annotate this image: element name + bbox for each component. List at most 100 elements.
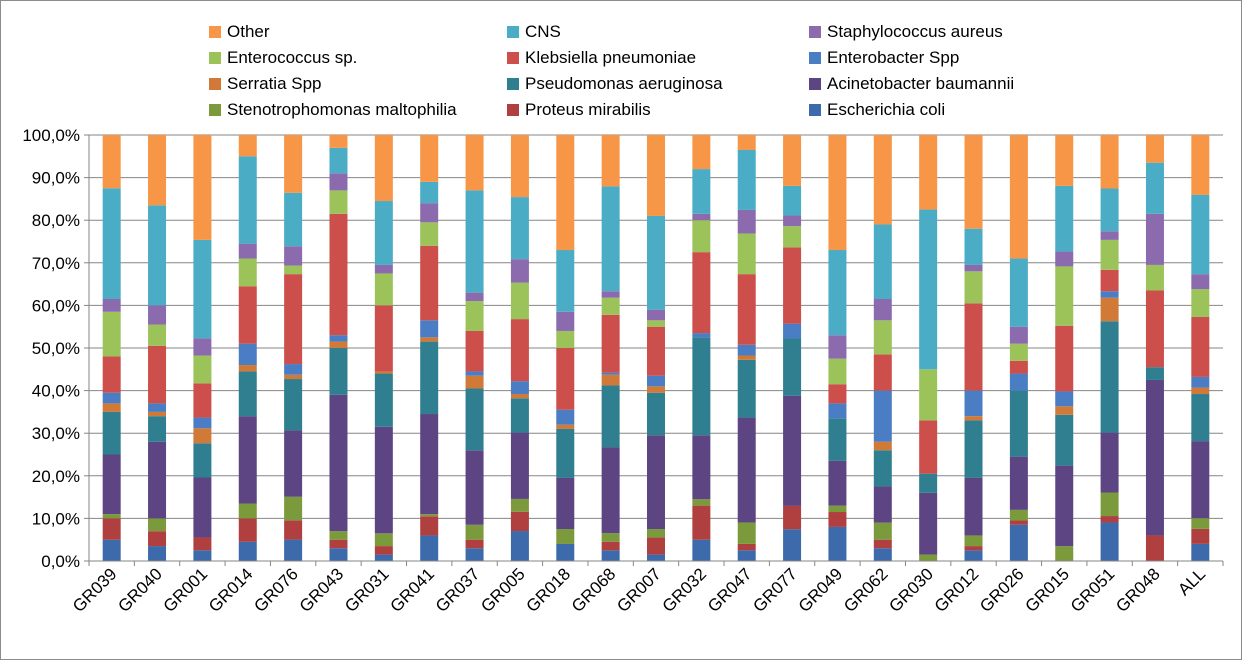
- bar-segment: [647, 386, 665, 393]
- bar-segment: [374, 554, 393, 561]
- y-tick-label: 40,0%: [32, 382, 80, 401]
- bar-segment: [102, 514, 121, 519]
- bar-segment: [102, 299, 121, 312]
- y-tick-label: 100,0%: [22, 126, 80, 145]
- bar-stack-gr068: [601, 135, 620, 561]
- legend-swatch: [209, 78, 221, 90]
- bar-segment: [828, 418, 847, 461]
- bar-segment: [1009, 509, 1028, 521]
- bar-segment: [964, 271, 983, 304]
- bar-segment: [964, 477, 983, 536]
- bar-segment: [510, 531, 529, 561]
- bar-segment: [1100, 321, 1119, 433]
- bar-segment: [193, 383, 212, 418]
- bar-segment: [1009, 524, 1028, 561]
- legend-label: Serratia Spp: [227, 74, 322, 93]
- bar-segment: [374, 264, 393, 274]
- bar-segment: [510, 381, 529, 395]
- legend-label: Proteus mirabilis: [525, 100, 651, 119]
- bar-segment: [1145, 135, 1164, 163]
- legend-item: Proteus mirabilis: [507, 98, 651, 122]
- x-tick-label: GR014: [205, 564, 257, 616]
- bar-segment: [828, 460, 847, 506]
- bar-segment: [1009, 373, 1028, 391]
- x-tick-label: GR040: [114, 564, 166, 616]
- x-tick-label: GR012: [931, 564, 983, 616]
- bar-segment: [1055, 391, 1074, 407]
- bar-segment: [193, 135, 212, 240]
- bar-segment: [692, 169, 711, 214]
- bar-segment: [1145, 367, 1164, 380]
- legend-item: Serratia Spp: [209, 72, 322, 96]
- bar-segment: [102, 392, 121, 404]
- legend-item: Escherichia coli: [809, 98, 945, 122]
- bar-segment: [692, 499, 711, 506]
- bar-segment: [284, 539, 303, 561]
- x-tick-label: GR049: [795, 564, 847, 616]
- bar-segment: [1055, 325, 1074, 392]
- bar-segment: [102, 403, 121, 412]
- bar-segment: [329, 190, 348, 214]
- bar-segment: [964, 135, 983, 229]
- bar-segment: [1055, 546, 1074, 561]
- bar-segment: [148, 411, 167, 417]
- bar-stack-gr051: [1100, 135, 1119, 561]
- bar-segment: [1100, 522, 1119, 561]
- bar-segment: [783, 323, 802, 339]
- bar-segment: [238, 258, 257, 287]
- x-tick-label: GR062: [840, 564, 892, 616]
- bars: [102, 135, 1210, 561]
- bar-segment: [102, 454, 121, 515]
- bar-stack-gr076: [284, 135, 303, 561]
- x-tick-label: GR051: [1067, 564, 1119, 616]
- bar-segment: [420, 514, 439, 517]
- x-tick-label: GR077: [749, 564, 801, 616]
- bar-segment: [919, 135, 938, 210]
- x-tick-label: GR026: [976, 564, 1028, 616]
- legend-item: Enterococcus sp.: [209, 46, 357, 70]
- bar-segment: [148, 345, 167, 404]
- y-tick-label: 30,0%: [32, 424, 80, 443]
- bar-segment: [1191, 316, 1210, 377]
- bar-segment: [783, 226, 802, 248]
- bar-segment: [420, 181, 439, 204]
- bar-segment: [148, 135, 167, 206]
- bar-segment: [510, 394, 529, 399]
- bar-segment: [102, 411, 121, 455]
- bar-segment: [238, 365, 257, 372]
- bar-segment: [420, 337, 439, 342]
- bar-segment: [737, 543, 756, 551]
- bar-segment: [737, 344, 756, 356]
- bar-segment: [148, 324, 167, 346]
- bar-segment: [374, 371, 393, 374]
- bar-segment: [329, 173, 348, 191]
- bar-segment: [238, 286, 257, 344]
- bar-segment: [1009, 520, 1028, 525]
- bar-segment: [556, 424, 575, 429]
- bar-segment: [828, 358, 847, 385]
- bar-segment: [1191, 394, 1210, 442]
- bar-segment: [1100, 231, 1119, 240]
- bar-segment: [556, 348, 575, 410]
- bar-segment: [329, 548, 348, 561]
- bar-segment: [737, 417, 756, 523]
- bar-segment: [1191, 274, 1210, 290]
- x-tick-label: GR032: [659, 564, 711, 616]
- bar-segment: [238, 156, 257, 244]
- bar-segment: [964, 228, 983, 265]
- bar-segment: [692, 252, 711, 334]
- bar-segment: [828, 384, 847, 404]
- bar-segment: [1191, 376, 1210, 388]
- x-tick-label: GR068: [568, 564, 620, 616]
- bar-segment: [647, 326, 665, 376]
- bar-segment: [510, 398, 529, 433]
- bar-segment: [1100, 269, 1119, 292]
- legend-swatch: [507, 52, 519, 64]
- bar-stack-gr014: [238, 135, 257, 561]
- bar-segment: [692, 135, 711, 170]
- bar-segment: [148, 518, 167, 532]
- x-tick-label: GR076: [250, 564, 302, 616]
- bar-segment: [919, 420, 938, 474]
- bar-segment: [238, 371, 257, 417]
